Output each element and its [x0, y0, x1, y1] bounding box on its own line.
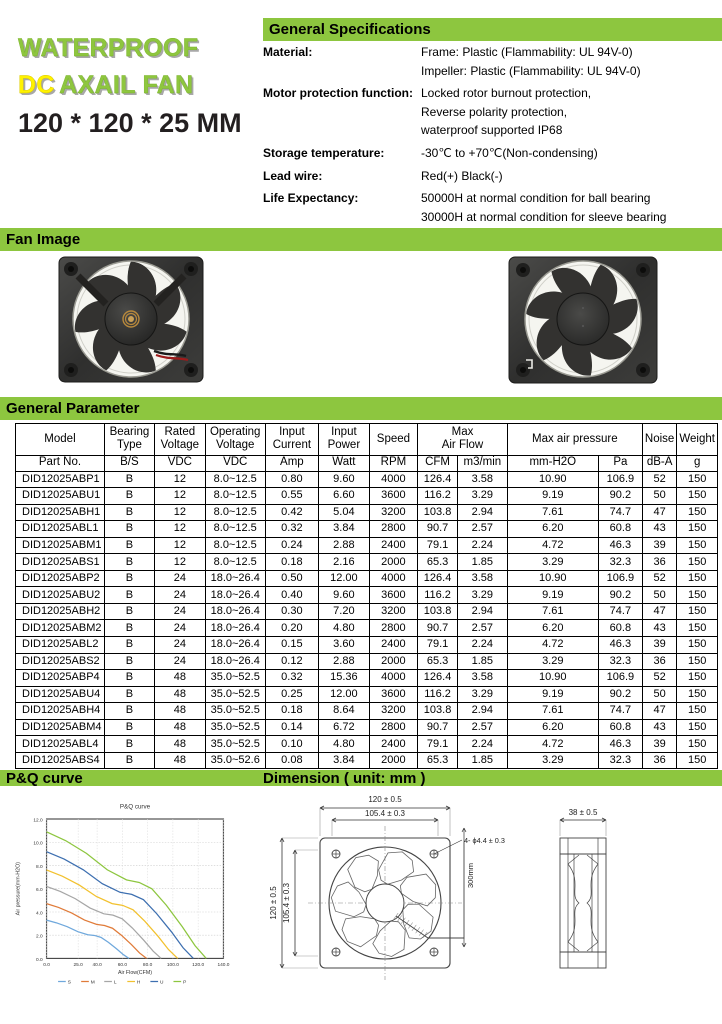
svg-text:Air Flow(CFM): Air Flow(CFM)	[118, 970, 152, 976]
svg-text:80.0: 80.0	[143, 962, 153, 968]
svg-text:105.4 ± 0.3: 105.4 ± 0.3	[282, 882, 291, 923]
svg-text:140.0: 140.0	[217, 962, 229, 968]
svg-text:120 ± 0.5: 120 ± 0.5	[269, 886, 278, 920]
svg-text:40.0: 40.0	[92, 962, 102, 968]
svg-text:12.0: 12.0	[33, 817, 43, 823]
svg-text:100.0: 100.0	[167, 962, 179, 968]
svg-text:120 ± 0.5: 120 ± 0.5	[368, 795, 402, 804]
svg-text:8.0: 8.0	[36, 864, 43, 870]
svg-text:300mm: 300mm	[466, 863, 475, 888]
svg-text:6.0: 6.0	[36, 887, 43, 893]
svg-text:Air pressure(mm-H2O): Air pressure(mm-H2O)	[16, 862, 22, 915]
svg-text:2.0: 2.0	[36, 934, 43, 940]
svg-text:4- ϕ4.4 ± 0.3: 4- ϕ4.4 ± 0.3	[464, 836, 505, 845]
svg-text:S: S	[68, 979, 71, 985]
svg-text:10.0: 10.0	[33, 841, 43, 847]
svg-text:P: P	[183, 979, 186, 985]
svg-text:L: L	[114, 979, 117, 985]
svg-text:U: U	[160, 979, 164, 985]
svg-text:105.4 ± 0.3: 105.4 ± 0.3	[365, 809, 406, 818]
svg-text:60.0: 60.0	[118, 962, 128, 968]
svg-text:0.0: 0.0	[36, 957, 43, 963]
svg-text:P&Q curve: P&Q curve	[120, 803, 151, 810]
svg-text:M: M	[91, 979, 95, 985]
svg-text:4.0: 4.0	[36, 910, 43, 916]
svg-text:25.0: 25.0	[74, 962, 84, 968]
svg-text:H: H	[137, 979, 141, 985]
svg-text:38 ± 0.5: 38 ± 0.5	[569, 808, 598, 817]
svg-text:0.0: 0.0	[43, 962, 50, 968]
svg-text:120.0: 120.0	[192, 962, 204, 968]
